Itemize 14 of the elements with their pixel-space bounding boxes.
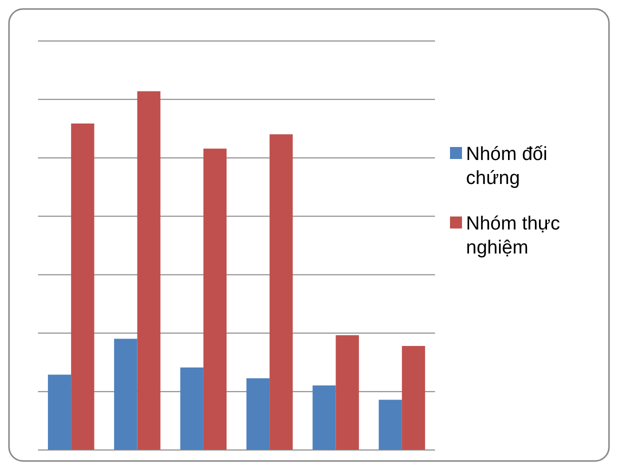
bar	[114, 338, 138, 450]
bar	[402, 346, 426, 450]
bar	[270, 134, 293, 450]
bar	[48, 374, 72, 450]
bar	[378, 400, 402, 450]
bar	[71, 124, 94, 450]
bar	[137, 91, 160, 450]
bar	[180, 367, 204, 450]
bar	[336, 335, 359, 450]
bar	[203, 148, 227, 450]
legend-label: Nhóm thực nghiệm	[466, 214, 560, 258]
bar	[246, 378, 270, 450]
bar	[312, 385, 336, 450]
legend-label: Nhóm đối chứng	[466, 144, 548, 189]
